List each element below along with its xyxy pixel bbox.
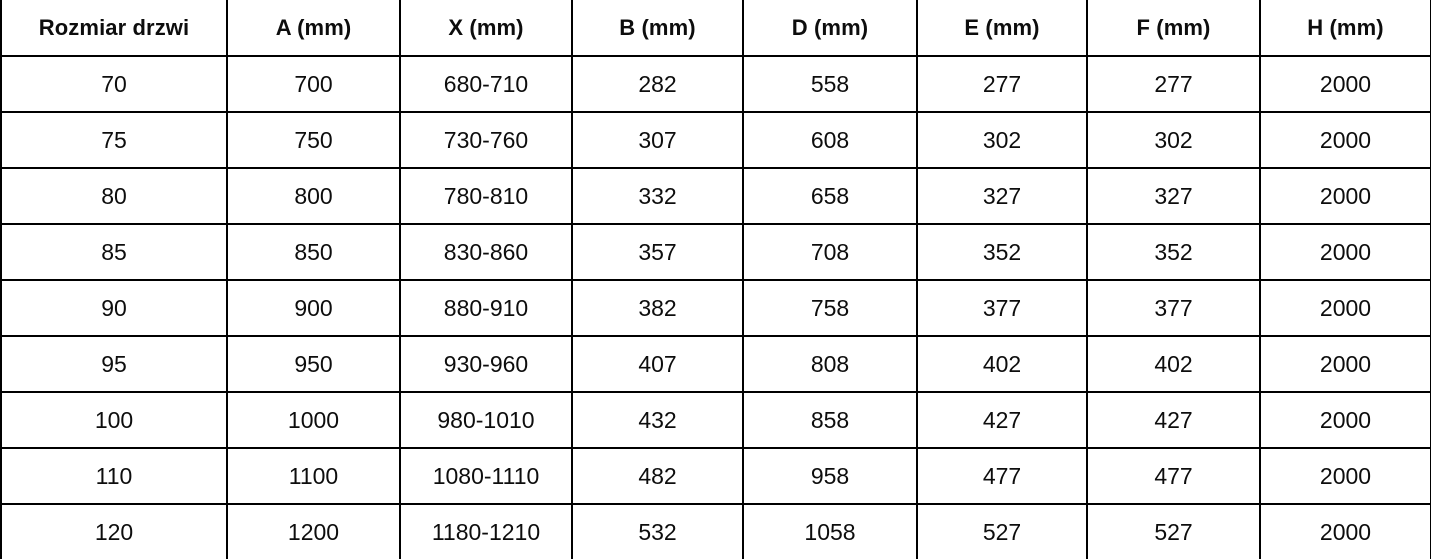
table-row: 120 1200 1180-1210 532 1058 527 527 2000: [0, 503, 1431, 559]
cell-x: 930-960: [399, 335, 573, 393]
cell-d: 808: [742, 335, 918, 393]
cell-f: 527: [1086, 503, 1261, 559]
cell-d: 608: [742, 111, 918, 169]
column-header-e: E (mm): [916, 0, 1088, 57]
cell-h: 2000: [1259, 55, 1431, 113]
cell-d: 708: [742, 223, 918, 281]
cell-f: 377: [1086, 279, 1261, 337]
cell-d: 758: [742, 279, 918, 337]
table-row: 110 1100 1080-1110 482 958 477 477 2000: [0, 447, 1431, 505]
cell-b: 282: [571, 55, 744, 113]
cell-f: 302: [1086, 111, 1261, 169]
cell-rozmiar-drzwi: 100: [0, 391, 228, 449]
cell-a: 950: [226, 335, 401, 393]
cell-b: 482: [571, 447, 744, 505]
cell-h: 2000: [1259, 503, 1431, 559]
cell-e: 277: [916, 55, 1088, 113]
table-row: 90 900 880-910 382 758 377 377 2000: [0, 279, 1431, 337]
cell-b: 307: [571, 111, 744, 169]
cell-x: 880-910: [399, 279, 573, 337]
cell-e: 402: [916, 335, 1088, 393]
cell-rozmiar-drzwi: 85: [0, 223, 228, 281]
cell-a: 1000: [226, 391, 401, 449]
cell-x: 780-810: [399, 167, 573, 225]
cell-h: 2000: [1259, 223, 1431, 281]
table-row: 95 950 930-960 407 808 402 402 2000: [0, 335, 1431, 393]
cell-a: 750: [226, 111, 401, 169]
cell-d: 558: [742, 55, 918, 113]
cell-d: 1058: [742, 503, 918, 559]
table-row: 100 1000 980-1010 432 858 427 427 2000: [0, 391, 1431, 449]
cell-rozmiar-drzwi: 75: [0, 111, 228, 169]
cell-d: 958: [742, 447, 918, 505]
cell-e: 352: [916, 223, 1088, 281]
column-header-a: A (mm): [226, 0, 401, 57]
cell-d: 858: [742, 391, 918, 449]
cell-a: 850: [226, 223, 401, 281]
cell-rozmiar-drzwi: 80: [0, 167, 228, 225]
table-row: 75 750 730-760 307 608 302 302 2000: [0, 111, 1431, 169]
cell-e: 527: [916, 503, 1088, 559]
column-header-x: X (mm): [399, 0, 573, 57]
cell-rozmiar-drzwi: 110: [0, 447, 228, 505]
cell-h: 2000: [1259, 111, 1431, 169]
cell-b: 407: [571, 335, 744, 393]
cell-b: 332: [571, 167, 744, 225]
table-header: Rozmiar drzwi A (mm) X (mm) B (mm) D (mm…: [0, 0, 1431, 57]
table-body: 70 700 680-710 282 558 277 277 2000 75 7…: [0, 55, 1431, 559]
cell-x: 830-860: [399, 223, 573, 281]
cell-a: 900: [226, 279, 401, 337]
cell-f: 277: [1086, 55, 1261, 113]
column-header-h: H (mm): [1259, 0, 1431, 57]
cell-e: 327: [916, 167, 1088, 225]
cell-x: 680-710: [399, 55, 573, 113]
cell-h: 2000: [1259, 279, 1431, 337]
cell-f: 477: [1086, 447, 1261, 505]
cell-x: 1180-1210: [399, 503, 573, 559]
column-header-rozmiar-drzwi: Rozmiar drzwi: [0, 0, 228, 57]
cell-rozmiar-drzwi: 70: [0, 55, 228, 113]
cell-e: 427: [916, 391, 1088, 449]
cell-e: 302: [916, 111, 1088, 169]
column-header-b: B (mm): [571, 0, 744, 57]
cell-b: 382: [571, 279, 744, 337]
cell-f: 352: [1086, 223, 1261, 281]
table-row: 85 850 830-860 357 708 352 352 2000: [0, 223, 1431, 281]
cell-f: 402: [1086, 335, 1261, 393]
header-row: Rozmiar drzwi A (mm) X (mm) B (mm) D (mm…: [0, 0, 1431, 57]
cell-a: 1100: [226, 447, 401, 505]
cell-h: 2000: [1259, 335, 1431, 393]
cell-h: 2000: [1259, 447, 1431, 505]
cell-b: 432: [571, 391, 744, 449]
cell-x: 1080-1110: [399, 447, 573, 505]
cell-b: 357: [571, 223, 744, 281]
cell-a: 700: [226, 55, 401, 113]
cell-f: 427: [1086, 391, 1261, 449]
cell-x: 730-760: [399, 111, 573, 169]
cell-h: 2000: [1259, 391, 1431, 449]
cell-f: 327: [1086, 167, 1261, 225]
column-header-d: D (mm): [742, 0, 918, 57]
cell-e: 377: [916, 279, 1088, 337]
cell-b: 532: [571, 503, 744, 559]
cell-e: 477: [916, 447, 1088, 505]
cell-d: 658: [742, 167, 918, 225]
cell-h: 2000: [1259, 167, 1431, 225]
cell-rozmiar-drzwi: 120: [0, 503, 228, 559]
table-row: 80 800 780-810 332 658 327 327 2000: [0, 167, 1431, 225]
cell-rozmiar-drzwi: 90: [0, 279, 228, 337]
cell-rozmiar-drzwi: 95: [0, 335, 228, 393]
table-row: 70 700 680-710 282 558 277 277 2000: [0, 55, 1431, 113]
column-header-f: F (mm): [1086, 0, 1261, 57]
cell-a: 1200: [226, 503, 401, 559]
cell-x: 980-1010: [399, 391, 573, 449]
cell-a: 800: [226, 167, 401, 225]
